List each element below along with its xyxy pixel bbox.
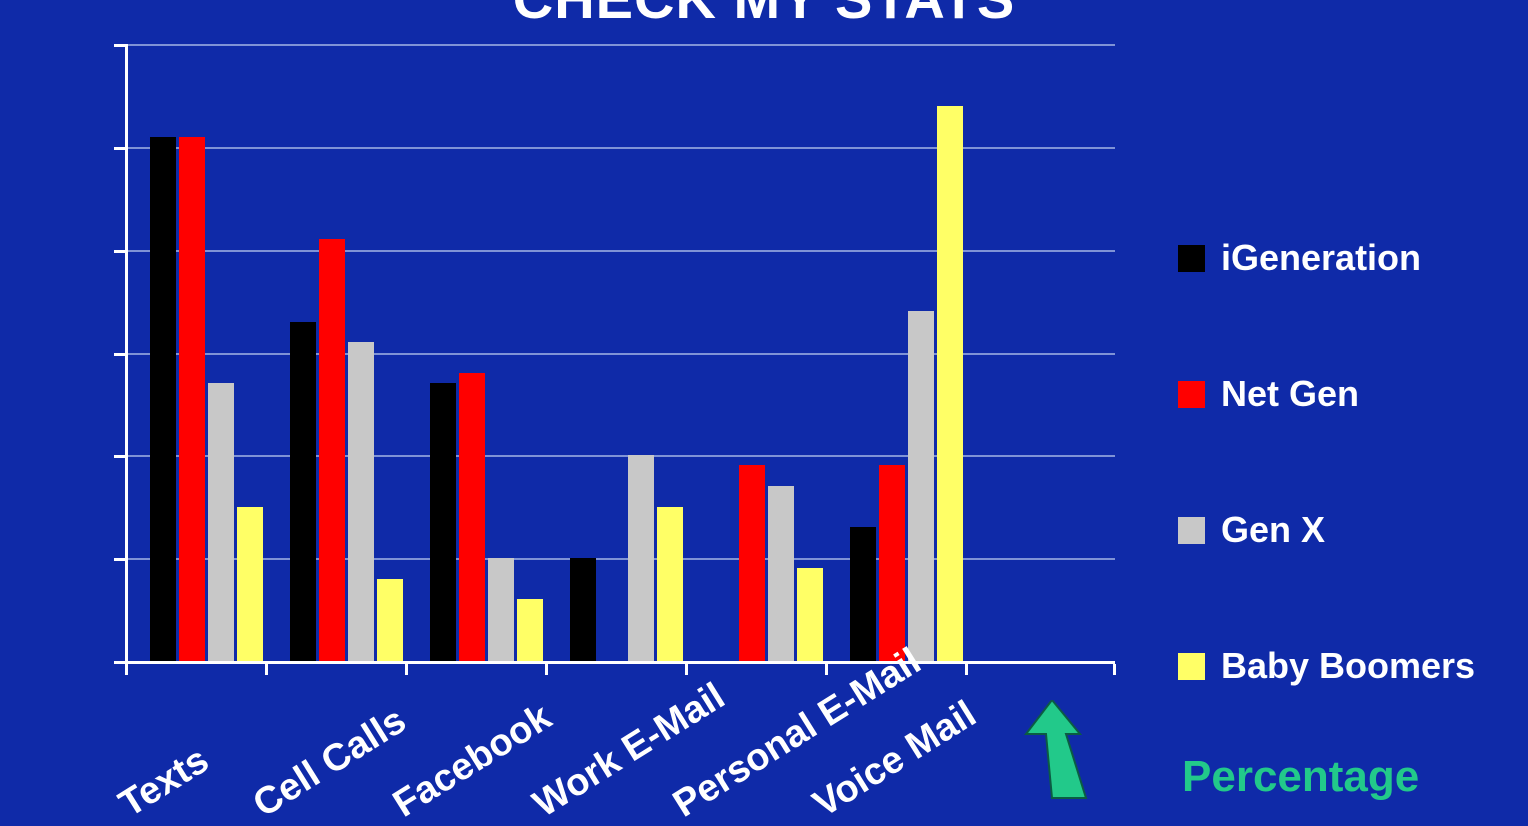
y-tick-0 [114,661,126,664]
x-label-cell-calls: Cell Calls [246,699,414,826]
legend-swatch-netgen [1178,380,1205,408]
bar-workemail-babyboomers [657,507,683,661]
gridline-10 [125,558,1115,560]
y-tick-10 [114,558,126,561]
x-tick-2 [405,664,408,675]
bar-facebook-netgen [459,373,485,661]
bar-cellcalls-babyboomers [377,579,403,661]
bar-workemail-genx [628,455,654,661]
bar-group-voice-mail [850,44,980,661]
legend-label-igeneration: iGeneration [1221,237,1422,278]
legend-item-igeneration[interactable]: iGeneration [1178,190,1528,326]
bar-facebook-genx [488,558,514,661]
x-tick-3 [545,664,548,675]
bar-workemail-igeneration [570,558,596,661]
bar-voicemail-igeneration [850,527,876,661]
x-label-facebook: Facebook [386,695,559,826]
bar-group-cell-calls [290,44,420,661]
up-arrow-icon [1023,700,1088,799]
bar-texts-netgen [179,137,205,661]
y-tick-60 [114,44,126,47]
x-tick-0 [125,664,128,675]
annotation-caption: Percentage [1182,752,1420,801]
x-tick-5 [825,664,828,675]
legend-swatch-genx [1178,516,1205,544]
y-tick-40 [114,250,126,253]
bar-personalemail-netgen [739,465,765,661]
x-label-voice-mail: Voice Mail [806,693,984,826]
bar-texts-babyboomers [237,507,263,661]
bar-cellcalls-igeneration [290,322,316,661]
y-tick-50 [114,147,126,150]
x-tick-6 [965,664,968,675]
bar-facebook-igeneration [430,383,456,661]
gridline-30 [125,353,1115,355]
plot-area [125,44,1115,661]
bar-texts-igeneration [150,137,176,661]
y-tick-30 [114,353,126,356]
bar-personalemail-genx [768,486,794,661]
bar-group-work-email [570,44,700,661]
gridline-60 [125,44,1115,46]
bar-personalemail-babyboomers [797,568,823,661]
bar-group-texts [150,44,280,661]
gridline-20 [125,455,1115,457]
x-tick-4 [685,664,688,675]
bar-voicemail-genx [908,311,934,661]
x-tick-7 [1113,664,1116,675]
legend-item-babyboomers[interactable]: Baby Boomers [1178,598,1528,734]
legend-item-genx[interactable]: Gen X [1178,462,1528,598]
bar-group-personal-email [710,44,840,661]
bar-voicemail-netgen [879,465,905,661]
chart-legend: iGeneration Net Gen Gen X Baby Boomers [1178,190,1528,734]
x-label-personal-email: Personal E-Mail [666,640,929,826]
bar-group-facebook [430,44,560,661]
legend-label-netgen: Net Gen [1221,373,1360,414]
x-label-work-email: Work E-Mail [526,675,733,826]
bar-facebook-babyboomers [517,599,543,661]
x-label-texts: Texts [112,738,217,826]
bar-cellcalls-netgen [319,239,345,661]
gridline-50 [125,147,1115,149]
y-axis [125,44,128,663]
gridline-40 [125,250,1115,252]
x-axis [125,661,1115,664]
slide-title: CHECK MY STATS [0,0,1528,31]
legend-label-babyboomers: Baby Boomers [1221,645,1476,686]
bar-chart: 60% 50% 40% 30% 20% 10% 0% Texts Cell Ca… [112,44,1116,826]
bar-voicemail-babyboomers [937,106,963,661]
legend-swatch-igeneration [1178,244,1205,272]
bar-cellcalls-genx [348,342,374,661]
legend-item-netgen[interactable]: Net Gen [1178,326,1528,462]
legend-label-genx: Gen X [1221,509,1326,550]
bar-texts-genx [208,383,234,661]
x-tick-1 [265,664,268,675]
legend-swatch-babyboomers [1178,652,1205,680]
y-tick-20 [114,455,126,458]
